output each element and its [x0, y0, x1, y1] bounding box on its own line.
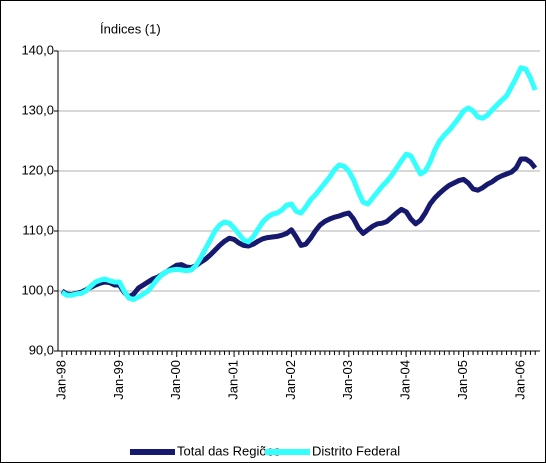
x-tick-label: Jan-98 [53, 360, 68, 400]
x-tick-label: Jan-06 [512, 360, 527, 400]
x-tick-label: Jan-01 [226, 360, 241, 400]
legend-label: Distrito Federal [312, 443, 400, 458]
y-tick-label: 100,0 [21, 282, 54, 297]
y-tick-label: 120,0 [21, 162, 54, 177]
x-tick-label: Jan-02 [283, 360, 298, 400]
y-axis-label: Índices (1) [100, 21, 161, 36]
y-tick-label: 130,0 [21, 102, 54, 117]
y-tick-label: 140,0 [21, 42, 54, 57]
y-tick-label: 90,0 [29, 342, 54, 357]
x-tick-label: Jan-04 [398, 360, 413, 400]
line-series [60, 156, 538, 300]
legend-label: Total das Regiões [177, 443, 281, 458]
x-tick-label: Jan-99 [111, 360, 126, 400]
x-tick-label: Jan-05 [455, 360, 470, 400]
y-tick-label: 110,0 [22, 222, 54, 237]
x-tick-label: Jan-00 [168, 360, 183, 400]
line-series [60, 65, 538, 302]
x-tick-label: Jan-03 [340, 360, 355, 400]
